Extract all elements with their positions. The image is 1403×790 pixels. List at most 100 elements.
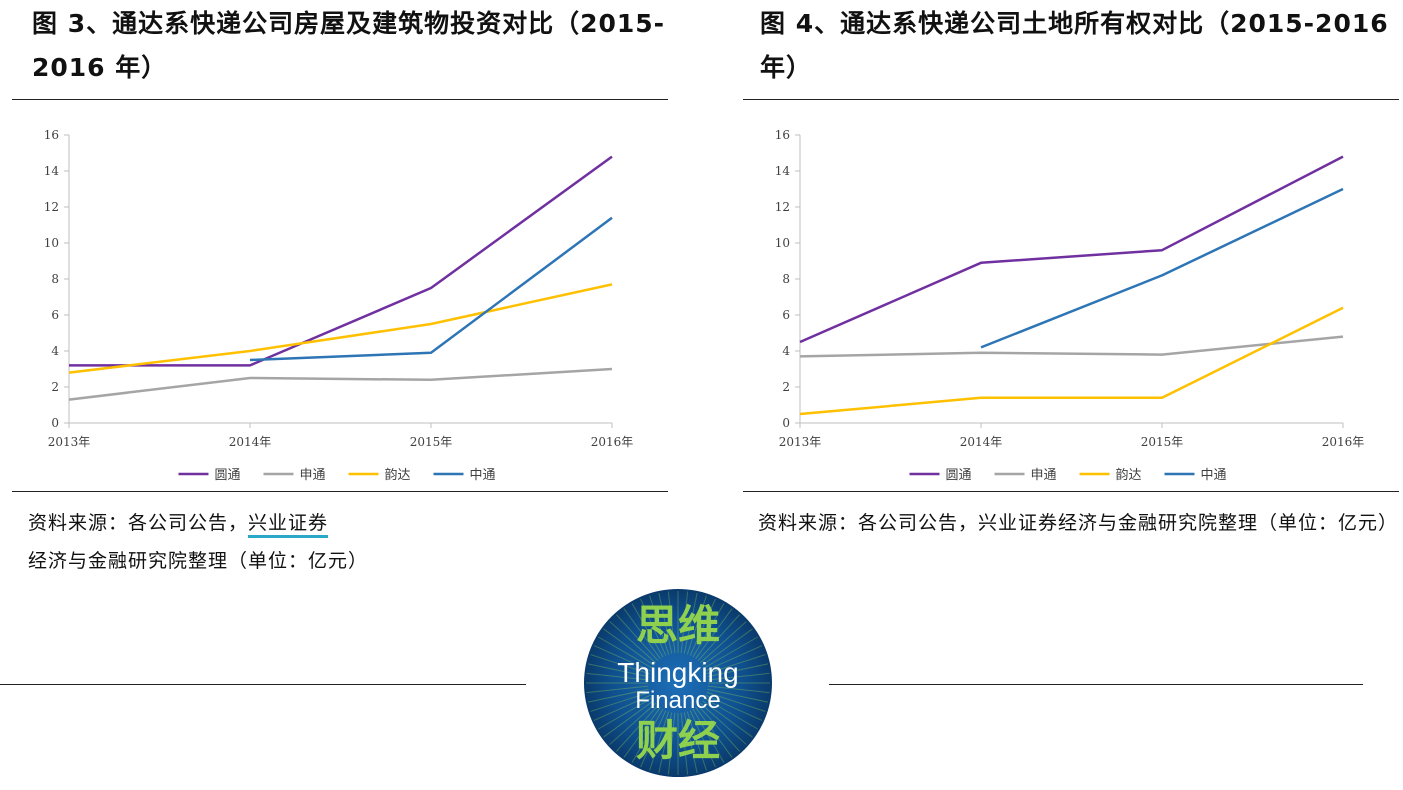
logo-ray (593, 645, 651, 672)
logo-mid-text-2: Finance (635, 687, 720, 714)
logo-ray (609, 702, 657, 745)
right-x-tick-label: 2016年 (1322, 435, 1365, 449)
logo-ray (703, 636, 758, 669)
logo-ray (697, 704, 740, 752)
right-legend-label-3: 韵达 (1116, 468, 1142, 483)
right-y-tick-label: 2 (782, 380, 790, 394)
logo-ray (706, 691, 766, 712)
logo-ray (603, 628, 655, 666)
logo-ray (587, 663, 649, 678)
logo-ray (640, 598, 667, 656)
left-source-prefix: 资料来源：各公司公告， (28, 512, 249, 534)
logo-ray (590, 691, 650, 712)
right-x-tick-label: 2014年 (960, 435, 1003, 449)
logo-ray (683, 712, 698, 774)
right-x-tick-label: 2015年 (1141, 435, 1184, 449)
right-y-tick-label: 4 (782, 344, 790, 358)
logo-ray (695, 706, 733, 758)
right-legend-label-4: 中通 (1201, 468, 1227, 483)
right-figure-title: 图 4、通达系快递公司土地所有权对比（2015-2016 年） (760, 9, 1389, 82)
right-series-line-1 (799, 155, 1344, 344)
right-source-note: 资料来源：各公司公告，兴业证券经济与金融研究院整理（单位：亿元） (758, 512, 1399, 534)
logo-ray (686, 595, 707, 655)
logo-ray (701, 700, 753, 738)
logo-ray (586, 685, 649, 694)
right-legend-label-1: 圆通 (946, 468, 972, 483)
left-x-tick-label: 2013年 (48, 435, 91, 449)
logo-ray (593, 694, 651, 721)
right-series-line-2 (799, 335, 1344, 358)
left-x-tick-label: 2014年 (229, 435, 272, 449)
right-series-line-4 (980, 187, 1344, 349)
logo-ray (689, 598, 716, 656)
logo-ray (587, 688, 649, 703)
logo-ray (703, 697, 758, 730)
logo-ray (603, 700, 655, 738)
logo-ray (598, 697, 653, 730)
left-figure-title: 图 3、通达系快递公司房屋及建筑物投资对比（2015-2016 年） (32, 9, 666, 82)
logo-ray (705, 694, 763, 721)
right-title-rule (743, 99, 1399, 100)
logo-ray (667, 712, 676, 775)
logo-ray (658, 712, 673, 774)
left-source-link[interactable]: 兴业证券 (248, 512, 329, 538)
right-y-tick-label: 14 (775, 164, 791, 178)
logo-ray (631, 708, 664, 763)
left-y-tick-label: 0 (51, 416, 59, 430)
logo-ray (640, 710, 667, 768)
left-y-tick-label: 12 (44, 200, 59, 214)
right-y-tick-label: 0 (782, 416, 790, 430)
right-y-tick-label: 12 (775, 200, 790, 214)
logo-ray (686, 711, 707, 771)
left-y-tick-label: 8 (51, 272, 59, 286)
logo-ray (683, 592, 698, 654)
right-y-tick-label: 16 (775, 128, 790, 142)
logo-ray (699, 702, 747, 745)
left-series-line-3 (68, 283, 613, 374)
logo-ray (623, 706, 661, 758)
logo-ray (631, 603, 664, 658)
left-y-tick-label: 16 (44, 128, 59, 142)
logo-ray (667, 591, 676, 654)
logo-ray (707, 663, 769, 678)
logo-ray (623, 608, 661, 660)
left-y-tick-label: 4 (51, 344, 59, 358)
logo-ray (699, 621, 747, 664)
logo-bottom-text: 财经 (636, 716, 720, 765)
logo-ray (598, 636, 653, 669)
left-x-tick-label: 2015年 (410, 435, 453, 449)
logo-ray (616, 614, 659, 662)
left-series-line-4 (249, 216, 613, 362)
logo-ray (701, 628, 753, 666)
logo-ray (658, 592, 673, 654)
logo-ray (590, 654, 650, 675)
logo-ray (707, 688, 769, 703)
right-y-tick-label: 10 (775, 236, 790, 250)
logo-disc (584, 589, 772, 777)
left-y-tick-label: 10 (44, 236, 59, 250)
right-source-rule (743, 491, 1399, 492)
thingking-finance-logo: 思维 Thingking Finance 财经 (584, 589, 772, 777)
footer-rule-left (0, 684, 526, 685)
right-series-line-3 (799, 306, 1344, 416)
left-legend-label-4: 中通 (470, 468, 496, 483)
left-title-rule (12, 99, 668, 100)
logo-ray (706, 654, 766, 675)
logo-ray (609, 621, 657, 664)
left-y-tick-label: 2 (51, 380, 59, 394)
left-legend-label-1: 圆通 (215, 468, 241, 483)
logo-ray (695, 608, 733, 660)
left-series-line-1 (69, 155, 613, 367)
logo-ray (649, 711, 670, 771)
logo-ray (680, 712, 689, 775)
footer-rule-right (829, 684, 1363, 685)
logo-top-text: 思维 (636, 601, 720, 650)
left-source-note: 资料来源：各公司公告，兴业证券经济与金融研究院整理（单位：亿元） (28, 504, 668, 580)
logo-ray (692, 708, 725, 763)
logo-ray (692, 603, 725, 658)
left-source-rule (12, 491, 668, 492)
right-x-tick-label: 2013年 (779, 435, 822, 449)
left-legend-label-2: 申通 (300, 468, 326, 483)
